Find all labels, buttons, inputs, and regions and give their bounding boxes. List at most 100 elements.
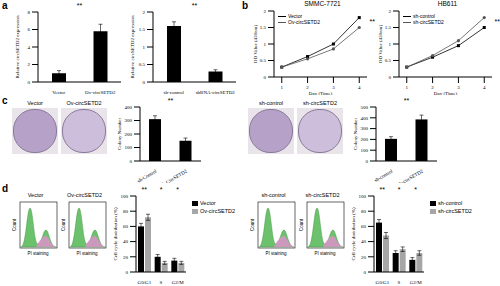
svg-text:1: 1: [143, 45, 146, 50]
svg-text:PI staining: PI staining: [314, 251, 336, 256]
svg-text:sh-circSETD2: sh-circSETD2: [397, 168, 425, 183]
svg-text:300: 300: [361, 126, 369, 131]
svg-text:OD Value (450nm): OD Value (450nm): [378, 25, 383, 64]
svg-text:100: 100: [359, 194, 367, 199]
svg-text:1.5: 1.5: [260, 25, 267, 30]
svg-text:0.5: 0.5: [260, 58, 267, 63]
svg-text:sh-Control: sh-Control: [137, 168, 159, 183]
html-text:Vector: Vector: [200, 200, 216, 206]
svg-text:PI staining: PI staining: [27, 251, 49, 256]
svg-text:G2/M: G2/M: [172, 280, 185, 284]
svg-text:20: 20: [361, 255, 367, 260]
svg-text:100: 100: [121, 194, 129, 199]
svg-text:3: 3: [332, 85, 335, 90]
svg-text:S: S: [398, 280, 401, 284]
svg-text:sh-control: sh-control: [373, 168, 394, 183]
svg-text:80: 80: [123, 209, 129, 214]
svg-text:Ov-circSETD2: Ov-circSETD2: [85, 90, 116, 94]
svg-text:2: 2: [28, 62, 31, 67]
html-text:Vector: Vector: [27, 192, 44, 198]
svg-text:G2/M: G2/M: [410, 280, 423, 284]
svg-text:40: 40: [361, 239, 367, 244]
svg-text:0: 0: [264, 75, 267, 80]
svg-text:PI staining: PI staining: [76, 251, 98, 256]
html-text:HB611: HB611: [437, 0, 458, 7]
svg-text:1: 1: [281, 85, 284, 90]
html-text:sh-control: sh-control: [258, 100, 284, 106]
html-text:c: c: [2, 95, 8, 106]
svg-text:200: 200: [361, 137, 369, 142]
html-text:sh-control: sh-control: [413, 13, 435, 19]
svg-text:400: 400: [361, 116, 369, 121]
html-text:Ov-circSETD2: Ov-circSETD2: [66, 192, 103, 198]
svg-text:Vector: Vector: [52, 90, 65, 94]
svg-text:0.5: 0.5: [139, 62, 146, 67]
svg-text:1.5: 1.5: [385, 25, 392, 30]
svg-text:40: 40: [123, 239, 129, 244]
svg-text:100: 100: [361, 148, 369, 153]
svg-text:G0/G1: G0/G1: [376, 280, 390, 284]
svg-text:shRNA-circSETD2: shRNA-circSETD2: [196, 90, 236, 94]
svg-text:sh-CircSETD2: sh-CircSETD2: [160, 168, 189, 183]
svg-text:Colony Number: Colony Number: [353, 117, 358, 150]
html-text:SMMC-7721: SMMC-7721: [304, 0, 341, 7]
svg-text:200: 200: [125, 132, 133, 137]
svg-text:20: 20: [123, 255, 129, 260]
svg-text:0: 0: [130, 159, 133, 164]
svg-text:2: 2: [431, 85, 434, 90]
html-text:sh-circSETD2: sh-circSETD2: [303, 100, 337, 106]
svg-text:80: 80: [361, 209, 367, 214]
svg-text:1: 1: [389, 42, 392, 47]
svg-text:2: 2: [264, 9, 267, 14]
html-text:sh-circSETD2: sh-circSETD2: [413, 19, 444, 25]
svg-text:PI staining: PI staining: [265, 251, 287, 256]
svg-text:100: 100: [125, 145, 133, 150]
svg-text:Colony Number: Colony Number: [117, 117, 122, 150]
svg-text:Relative circSETD2 expression: Relative circSETD2 expression: [130, 15, 135, 79]
html-text:b: b: [242, 0, 249, 11]
svg-text:2: 2: [143, 10, 146, 15]
svg-text:60: 60: [361, 224, 367, 229]
svg-text:4: 4: [358, 85, 361, 90]
svg-text:OD Value (450nm): OD Value (450nm): [253, 25, 258, 64]
svg-text:S: S: [160, 280, 163, 284]
svg-text:0: 0: [143, 80, 146, 85]
svg-text:300: 300: [125, 118, 133, 123]
svg-text:0: 0: [389, 75, 392, 80]
svg-text:Cell cycle distribution (%): Cell cycle distribution (%): [113, 207, 118, 261]
svg-text:Count: Count: [12, 218, 17, 231]
html-text:Ov-circSETD2: Ov-circSETD2: [288, 19, 320, 25]
svg-text:Day (Time): Day (Time): [434, 91, 458, 95]
svg-text:Day (Time): Day (Time): [309, 91, 333, 95]
svg-text:Cell cycle distribution (%): Cell cycle distribution (%): [351, 207, 356, 261]
html-text:Vector: Vector: [27, 100, 43, 106]
svg-text:500: 500: [361, 105, 369, 110]
svg-text:1: 1: [406, 85, 409, 90]
svg-text:sh-control: sh-control: [164, 90, 185, 94]
svg-text:Relative circSETD2 expression: Relative circSETD2 expression: [15, 15, 20, 79]
svg-text:2: 2: [306, 85, 309, 90]
svg-text:60: 60: [123, 224, 129, 229]
svg-text:2: 2: [389, 9, 392, 14]
svg-text:1.5: 1.5: [139, 27, 146, 32]
svg-text:0: 0: [126, 270, 129, 275]
html-text:a: a: [2, 0, 8, 11]
svg-text:4: 4: [28, 45, 31, 50]
html-text:d: d: [2, 183, 9, 194]
svg-text:8: 8: [28, 10, 31, 15]
svg-text:400: 400: [125, 105, 133, 110]
html-text:Ov-circSETD2: Ov-circSETD2: [66, 100, 102, 106]
svg-text:G0/G1: G0/G1: [138, 280, 152, 284]
svg-text:0.5: 0.5: [385, 58, 392, 63]
svg-text:1: 1: [264, 42, 267, 47]
svg-text:4: 4: [483, 85, 486, 90]
svg-text:6: 6: [28, 27, 31, 32]
svg-text:0: 0: [28, 80, 31, 85]
svg-text:0: 0: [364, 270, 367, 275]
svg-text:Count: Count: [250, 218, 255, 231]
svg-text:Count: Count: [299, 218, 304, 231]
svg-text:3: 3: [457, 85, 460, 90]
html-text:Vector: Vector: [288, 13, 303, 19]
svg-text:Count: Count: [61, 218, 66, 231]
svg-text:0: 0: [366, 159, 369, 164]
